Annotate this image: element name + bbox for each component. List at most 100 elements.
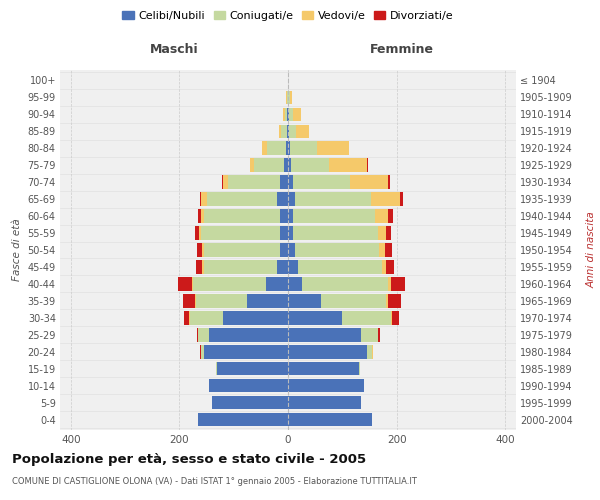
Bar bbox=[317, 142, 349, 154]
Bar bbox=[293, 176, 350, 188]
Bar bbox=[391, 312, 392, 324]
Bar bbox=[288, 328, 361, 342]
Bar bbox=[388, 278, 391, 290]
Bar bbox=[206, 192, 277, 205]
Bar bbox=[202, 260, 204, 274]
Bar bbox=[293, 210, 375, 222]
Bar bbox=[193, 278, 266, 290]
Bar bbox=[293, 226, 377, 239]
Bar bbox=[280, 176, 288, 188]
Bar bbox=[223, 312, 288, 324]
Bar bbox=[288, 260, 298, 274]
Bar bbox=[196, 294, 247, 308]
Bar bbox=[288, 396, 361, 409]
Bar bbox=[400, 192, 403, 205]
Text: Popolazione per età, sesso e stato civile - 2005: Popolazione per età, sesso e stato civil… bbox=[12, 452, 366, 466]
Text: Femmine: Femmine bbox=[370, 42, 434, 56]
Bar bbox=[279, 124, 281, 138]
Bar bbox=[386, 294, 388, 308]
Bar bbox=[291, 158, 329, 172]
Bar bbox=[288, 294, 320, 308]
Bar bbox=[201, 346, 204, 358]
Bar bbox=[295, 192, 371, 205]
Bar bbox=[285, 108, 287, 121]
Bar bbox=[217, 362, 288, 376]
Text: COMUNE DI CASTIGLIONE OLONA (VA) - Dati ISTAT 1° gennaio 2005 - Elaborazione TUT: COMUNE DI CASTIGLIONE OLONA (VA) - Dati … bbox=[12, 478, 417, 486]
Bar bbox=[209, 328, 288, 342]
Bar bbox=[288, 192, 295, 205]
Bar bbox=[277, 192, 288, 205]
Bar bbox=[392, 312, 399, 324]
Bar bbox=[350, 176, 388, 188]
Bar bbox=[293, 108, 301, 121]
Y-axis label: Anni di nascita: Anni di nascita bbox=[587, 212, 597, 288]
Bar bbox=[223, 176, 228, 188]
Bar bbox=[266, 278, 288, 290]
Bar bbox=[197, 328, 198, 342]
Bar bbox=[201, 192, 206, 205]
Bar bbox=[385, 244, 392, 256]
Bar bbox=[302, 278, 388, 290]
Bar bbox=[288, 176, 293, 188]
Bar bbox=[204, 244, 280, 256]
Bar bbox=[204, 260, 277, 274]
Bar bbox=[287, 124, 288, 138]
Bar bbox=[287, 90, 288, 104]
Bar bbox=[190, 312, 223, 324]
Bar bbox=[280, 226, 288, 239]
Bar bbox=[200, 192, 201, 205]
Bar bbox=[288, 158, 291, 172]
Bar bbox=[288, 346, 367, 358]
Bar bbox=[388, 210, 393, 222]
Bar bbox=[288, 226, 293, 239]
Bar bbox=[284, 158, 288, 172]
Bar bbox=[281, 124, 287, 138]
Bar bbox=[196, 260, 202, 274]
Bar bbox=[288, 379, 364, 392]
Bar bbox=[189, 312, 190, 324]
Bar bbox=[288, 142, 290, 154]
Bar bbox=[222, 176, 223, 188]
Bar bbox=[202, 244, 204, 256]
Bar bbox=[361, 328, 377, 342]
Bar bbox=[342, 312, 391, 324]
Bar bbox=[377, 226, 386, 239]
Bar bbox=[280, 210, 288, 222]
Bar bbox=[288, 278, 302, 290]
Bar bbox=[288, 312, 342, 324]
Bar bbox=[382, 260, 386, 274]
Bar bbox=[289, 124, 296, 138]
Bar bbox=[228, 176, 280, 188]
Bar bbox=[288, 244, 295, 256]
Bar bbox=[250, 158, 254, 172]
Bar bbox=[198, 210, 200, 222]
Bar bbox=[212, 396, 288, 409]
Bar bbox=[378, 328, 380, 342]
Bar bbox=[286, 142, 288, 154]
Bar bbox=[386, 226, 391, 239]
Bar bbox=[359, 362, 360, 376]
Bar bbox=[391, 278, 405, 290]
Bar bbox=[329, 158, 367, 172]
Bar bbox=[388, 176, 389, 188]
Bar bbox=[201, 226, 280, 239]
Bar bbox=[247, 294, 288, 308]
Bar bbox=[194, 226, 199, 239]
Bar bbox=[184, 312, 189, 324]
Bar bbox=[386, 260, 394, 274]
Bar bbox=[178, 278, 192, 290]
Bar bbox=[199, 328, 209, 342]
Bar bbox=[295, 244, 379, 256]
Bar bbox=[288, 210, 293, 222]
Bar bbox=[288, 124, 289, 138]
Bar bbox=[288, 362, 359, 376]
Bar bbox=[367, 346, 372, 358]
Bar bbox=[290, 90, 292, 104]
Bar bbox=[197, 244, 202, 256]
Text: Maschi: Maschi bbox=[149, 42, 199, 56]
Bar bbox=[288, 90, 290, 104]
Bar bbox=[375, 210, 388, 222]
Bar bbox=[262, 142, 268, 154]
Bar bbox=[289, 108, 293, 121]
Bar bbox=[298, 260, 382, 274]
